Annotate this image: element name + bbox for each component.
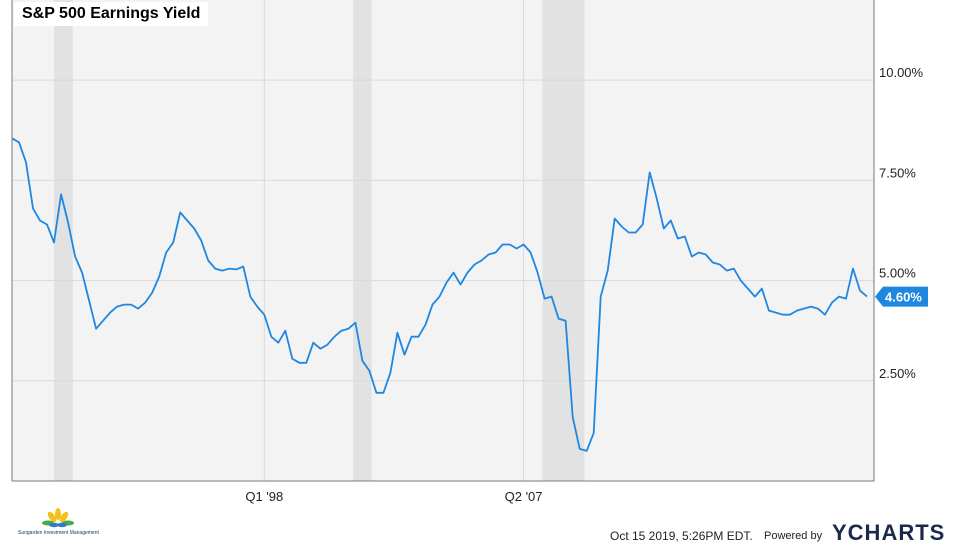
y-tick-label: 2.50%: [879, 366, 916, 381]
chart-title-box: S&P 500 Earnings Yield: [14, 2, 209, 26]
ycharts-brand: YCHARTS: [832, 520, 946, 545]
series-line: [11, 137, 868, 452]
chart-title: S&P 500 Earnings Yield: [22, 5, 201, 22]
logo-text: Sungarden Investment Management: [18, 530, 99, 536]
y-tick-label: 5.00%: [879, 266, 916, 281]
x-tick-label: Q1 '98: [245, 489, 283, 504]
y-tick-label: 7.50%: [879, 165, 916, 180]
series-layer: [11, 137, 868, 452]
plot-background: [12, 0, 874, 481]
x-tick-label: Q2 '07: [505, 489, 543, 504]
last-value-marker: [875, 286, 928, 307]
footer-date: Oct 15 2019, 5:26PM EDT.: [610, 529, 753, 543]
recession-band: [353, 0, 372, 481]
footer-powered-by: Powered by: [764, 530, 823, 542]
tick-labels: 10.00% 7.50% 5.00% 2.50% Q1 '98 Q2 '07: [245, 65, 923, 504]
recession-band: [54, 0, 73, 481]
recession-band: [542, 0, 585, 481]
axes: [11, 0, 875, 482]
last-value-label: 4.60%: [885, 290, 922, 305]
last-value-label-group: 4.60%: [875, 286, 928, 307]
y-tick-label: 10.00%: [879, 65, 924, 80]
gridlines: [12, 0, 874, 481]
company-logo: [42, 508, 74, 528]
